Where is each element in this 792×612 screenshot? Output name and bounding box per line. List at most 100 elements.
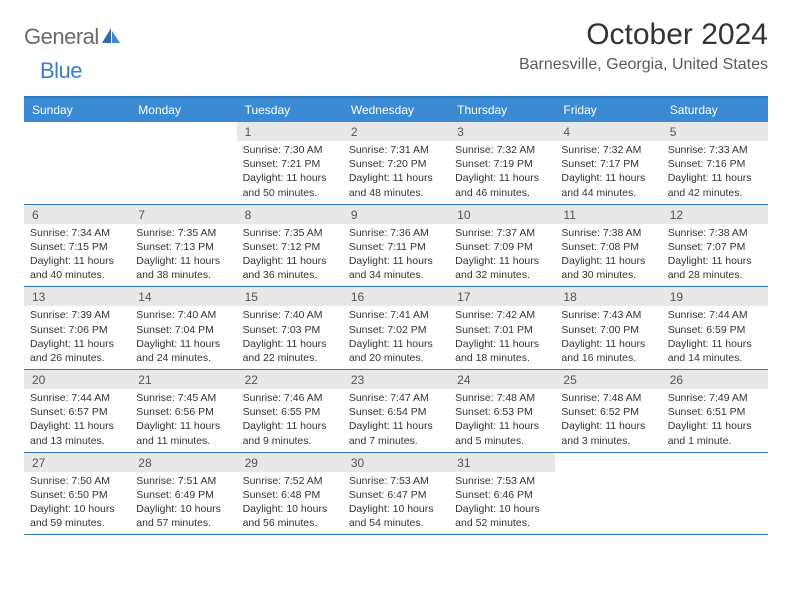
sunrise-text: Sunrise: 7:42 AM bbox=[455, 308, 549, 322]
day-number: 22 bbox=[237, 370, 343, 389]
sunrise-text: Sunrise: 7:30 AM bbox=[243, 143, 337, 157]
day-details: Sunrise: 7:52 AMSunset: 6:48 PMDaylight:… bbox=[237, 472, 343, 535]
daylight-text: Daylight: 11 hours and 50 minutes. bbox=[243, 171, 337, 199]
day-number: 7 bbox=[130, 205, 236, 224]
day-cell: 21Sunrise: 7:45 AMSunset: 6:56 PMDayligh… bbox=[130, 370, 236, 452]
day-number: 17 bbox=[449, 287, 555, 306]
sunrise-text: Sunrise: 7:53 AM bbox=[455, 474, 549, 488]
sunrise-text: Sunrise: 7:40 AM bbox=[136, 308, 230, 322]
daylight-text: Daylight: 11 hours and 20 minutes. bbox=[349, 337, 443, 365]
sunset-text: Sunset: 6:50 PM bbox=[30, 488, 124, 502]
sunrise-text: Sunrise: 7:33 AM bbox=[668, 143, 762, 157]
day-cell: 27Sunrise: 7:50 AMSunset: 6:50 PMDayligh… bbox=[24, 453, 130, 535]
day-cell: 10Sunrise: 7:37 AMSunset: 7:09 PMDayligh… bbox=[449, 205, 555, 287]
day-cell: 7Sunrise: 7:35 AMSunset: 7:13 PMDaylight… bbox=[130, 205, 236, 287]
sunset-text: Sunset: 6:48 PM bbox=[243, 488, 337, 502]
sunset-text: Sunset: 7:08 PM bbox=[561, 240, 655, 254]
sunrise-text: Sunrise: 7:50 AM bbox=[30, 474, 124, 488]
day-cell bbox=[24, 122, 130, 204]
day-cell: 9Sunrise: 7:36 AMSunset: 7:11 PMDaylight… bbox=[343, 205, 449, 287]
day-details: Sunrise: 7:46 AMSunset: 6:55 PMDaylight:… bbox=[237, 389, 343, 452]
daylight-text: Daylight: 11 hours and 48 minutes. bbox=[349, 171, 443, 199]
day-details: Sunrise: 7:49 AMSunset: 6:51 PMDaylight:… bbox=[662, 389, 768, 452]
day-details: Sunrise: 7:53 AMSunset: 6:46 PMDaylight:… bbox=[449, 472, 555, 535]
day-header: Friday bbox=[555, 98, 661, 122]
daylight-text: Daylight: 11 hours and 18 minutes. bbox=[455, 337, 549, 365]
day-number: 10 bbox=[449, 205, 555, 224]
sunset-text: Sunset: 7:04 PM bbox=[136, 323, 230, 337]
day-number: 19 bbox=[662, 287, 768, 306]
day-cell: 20Sunrise: 7:44 AMSunset: 6:57 PMDayligh… bbox=[24, 370, 130, 452]
sunrise-text: Sunrise: 7:41 AM bbox=[349, 308, 443, 322]
day-cell: 2Sunrise: 7:31 AMSunset: 7:20 PMDaylight… bbox=[343, 122, 449, 204]
sunset-text: Sunset: 7:11 PM bbox=[349, 240, 443, 254]
day-number: 28 bbox=[130, 453, 236, 472]
day-header: Saturday bbox=[662, 98, 768, 122]
week-row: 20Sunrise: 7:44 AMSunset: 6:57 PMDayligh… bbox=[24, 370, 768, 453]
daylight-text: Daylight: 11 hours and 38 minutes. bbox=[136, 254, 230, 282]
day-number: 4 bbox=[555, 122, 661, 141]
sunrise-text: Sunrise: 7:44 AM bbox=[30, 391, 124, 405]
day-number: 24 bbox=[449, 370, 555, 389]
day-number: 14 bbox=[130, 287, 236, 306]
sunrise-text: Sunrise: 7:51 AM bbox=[136, 474, 230, 488]
sunset-text: Sunset: 6:53 PM bbox=[455, 405, 549, 419]
sunset-text: Sunset: 7:09 PM bbox=[455, 240, 549, 254]
day-cell: 28Sunrise: 7:51 AMSunset: 6:49 PMDayligh… bbox=[130, 453, 236, 535]
sunset-text: Sunset: 6:49 PM bbox=[136, 488, 230, 502]
day-cell: 13Sunrise: 7:39 AMSunset: 7:06 PMDayligh… bbox=[24, 287, 130, 369]
sunset-text: Sunset: 7:03 PM bbox=[243, 323, 337, 337]
sunrise-text: Sunrise: 7:32 AM bbox=[561, 143, 655, 157]
weeks-container: 1Sunrise: 7:30 AMSunset: 7:21 PMDaylight… bbox=[24, 122, 768, 535]
day-cell bbox=[130, 122, 236, 204]
day-number: 30 bbox=[343, 453, 449, 472]
sunrise-text: Sunrise: 7:48 AM bbox=[455, 391, 549, 405]
daylight-text: Daylight: 11 hours and 7 minutes. bbox=[349, 419, 443, 447]
daylight-text: Daylight: 11 hours and 30 minutes. bbox=[561, 254, 655, 282]
day-details: Sunrise: 7:43 AMSunset: 7:00 PMDaylight:… bbox=[555, 306, 661, 369]
day-details: Sunrise: 7:32 AMSunset: 7:17 PMDaylight:… bbox=[555, 141, 661, 204]
day-number: 13 bbox=[24, 287, 130, 306]
day-cell: 31Sunrise: 7:53 AMSunset: 6:46 PMDayligh… bbox=[449, 453, 555, 535]
daylight-text: Daylight: 11 hours and 1 minute. bbox=[668, 419, 762, 447]
day-number: 21 bbox=[130, 370, 236, 389]
sunrise-text: Sunrise: 7:34 AM bbox=[30, 226, 124, 240]
sunrise-text: Sunrise: 7:52 AM bbox=[243, 474, 337, 488]
day-cell bbox=[555, 453, 661, 535]
day-cell: 8Sunrise: 7:35 AMSunset: 7:12 PMDaylight… bbox=[237, 205, 343, 287]
daylight-text: Daylight: 11 hours and 11 minutes. bbox=[136, 419, 230, 447]
day-details: Sunrise: 7:40 AMSunset: 7:03 PMDaylight:… bbox=[237, 306, 343, 369]
day-details: Sunrise: 7:33 AMSunset: 7:16 PMDaylight:… bbox=[662, 141, 768, 204]
day-details: Sunrise: 7:51 AMSunset: 6:49 PMDaylight:… bbox=[130, 472, 236, 535]
day-cell: 25Sunrise: 7:48 AMSunset: 6:52 PMDayligh… bbox=[555, 370, 661, 452]
day-cell: 12Sunrise: 7:38 AMSunset: 7:07 PMDayligh… bbox=[662, 205, 768, 287]
sunset-text: Sunset: 6:59 PM bbox=[668, 323, 762, 337]
day-cell: 14Sunrise: 7:40 AMSunset: 7:04 PMDayligh… bbox=[130, 287, 236, 369]
day-number: 23 bbox=[343, 370, 449, 389]
day-number: 6 bbox=[24, 205, 130, 224]
day-cell: 22Sunrise: 7:46 AMSunset: 6:55 PMDayligh… bbox=[237, 370, 343, 452]
day-details: Sunrise: 7:35 AMSunset: 7:13 PMDaylight:… bbox=[130, 224, 236, 287]
sunset-text: Sunset: 7:16 PM bbox=[668, 157, 762, 171]
daylight-text: Daylight: 11 hours and 22 minutes. bbox=[243, 337, 337, 365]
day-headers-row: SundayMondayTuesdayWednesdayThursdayFrid… bbox=[24, 98, 768, 122]
sunset-text: Sunset: 6:55 PM bbox=[243, 405, 337, 419]
logo: General bbox=[24, 24, 121, 50]
sunset-text: Sunset: 6:54 PM bbox=[349, 405, 443, 419]
sunrise-text: Sunrise: 7:31 AM bbox=[349, 143, 443, 157]
day-details: Sunrise: 7:31 AMSunset: 7:20 PMDaylight:… bbox=[343, 141, 449, 204]
sunset-text: Sunset: 7:01 PM bbox=[455, 323, 549, 337]
day-number: 11 bbox=[555, 205, 661, 224]
logo-text-1: General bbox=[24, 24, 99, 50]
day-number: 18 bbox=[555, 287, 661, 306]
day-number: 25 bbox=[555, 370, 661, 389]
month-title: October 2024 bbox=[519, 18, 768, 52]
day-details: Sunrise: 7:36 AMSunset: 7:11 PMDaylight:… bbox=[343, 224, 449, 287]
day-details: Sunrise: 7:45 AMSunset: 6:56 PMDaylight:… bbox=[130, 389, 236, 452]
sunset-text: Sunset: 7:20 PM bbox=[349, 157, 443, 171]
daylight-text: Daylight: 11 hours and 5 minutes. bbox=[455, 419, 549, 447]
day-details: Sunrise: 7:53 AMSunset: 6:47 PMDaylight:… bbox=[343, 472, 449, 535]
sunset-text: Sunset: 7:13 PM bbox=[136, 240, 230, 254]
sunset-text: Sunset: 7:00 PM bbox=[561, 323, 655, 337]
sunset-text: Sunset: 7:06 PM bbox=[30, 323, 124, 337]
